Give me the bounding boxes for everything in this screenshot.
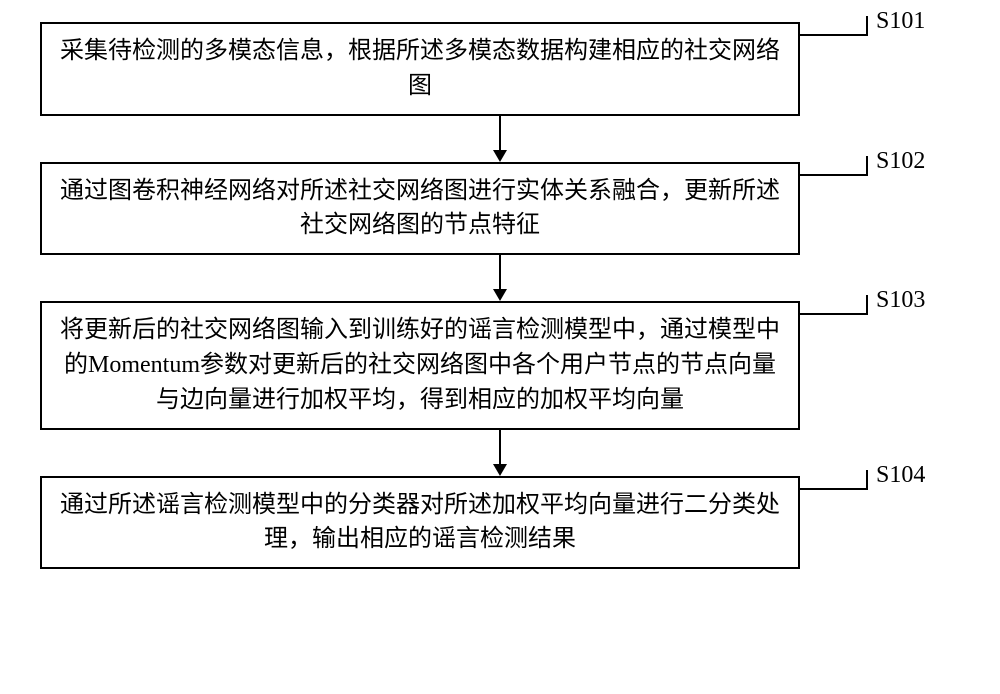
step-label: S104 [876, 462, 925, 489]
step-box: 采集待检测的多模态信息，根据所述多模态数据构建相应的社交网络图 [40, 22, 800, 116]
step-s102: 通过图卷积神经网络对所述社交网络图进行实体关系融合，更新所述社交网络图的节点特征… [40, 162, 960, 256]
step-label-connector: S101 [800, 22, 960, 52]
step-box: 通过图卷积神经网络对所述社交网络图进行实体关系融合，更新所述社交网络图的节点特征 [40, 162, 800, 256]
step-label: S103 [876, 287, 925, 314]
arrow-down-icon [120, 116, 880, 162]
step-s103: 将更新后的社交网络图输入到训练好的谣言检测模型中，通过模型中的Momentum参… [40, 301, 960, 429]
arrow-down-icon [120, 255, 880, 301]
step-label-connector: S103 [800, 301, 960, 331]
step-box: 通过所述谣言检测模型中的分类器对所述加权平均向量进行二分类处理，输出相应的谣言检… [40, 476, 800, 570]
step-label-connector: S104 [800, 476, 960, 506]
step-text: 通过所述谣言检测模型中的分类器对所述加权平均向量进行二分类处理，输出相应的谣言检… [60, 492, 780, 553]
step-text: 通过图卷积神经网络对所述社交网络图进行实体关系融合，更新所述社交网络图的节点特征 [60, 178, 780, 239]
step-label: S101 [876, 8, 925, 35]
step-box: 将更新后的社交网络图输入到训练好的谣言检测模型中，通过模型中的Momentum参… [40, 301, 800, 429]
arrow-down-icon [120, 430, 880, 476]
step-label-connector: S102 [800, 162, 960, 192]
step-text: 采集待检测的多模态信息，根据所述多模态数据构建相应的社交网络图 [60, 38, 780, 99]
step-s104: 通过所述谣言检测模型中的分类器对所述加权平均向量进行二分类处理，输出相应的谣言检… [40, 476, 960, 570]
step-s101: 采集待检测的多模态信息，根据所述多模态数据构建相应的社交网络图 S101 [40, 22, 960, 116]
step-label: S102 [876, 148, 925, 175]
step-text: 将更新后的社交网络图输入到训练好的谣言检测模型中，通过模型中的Momentum参… [60, 317, 780, 413]
flowchart: 采集待检测的多模态信息，根据所述多模态数据构建相应的社交网络图 S101 通过图… [40, 22, 960, 569]
